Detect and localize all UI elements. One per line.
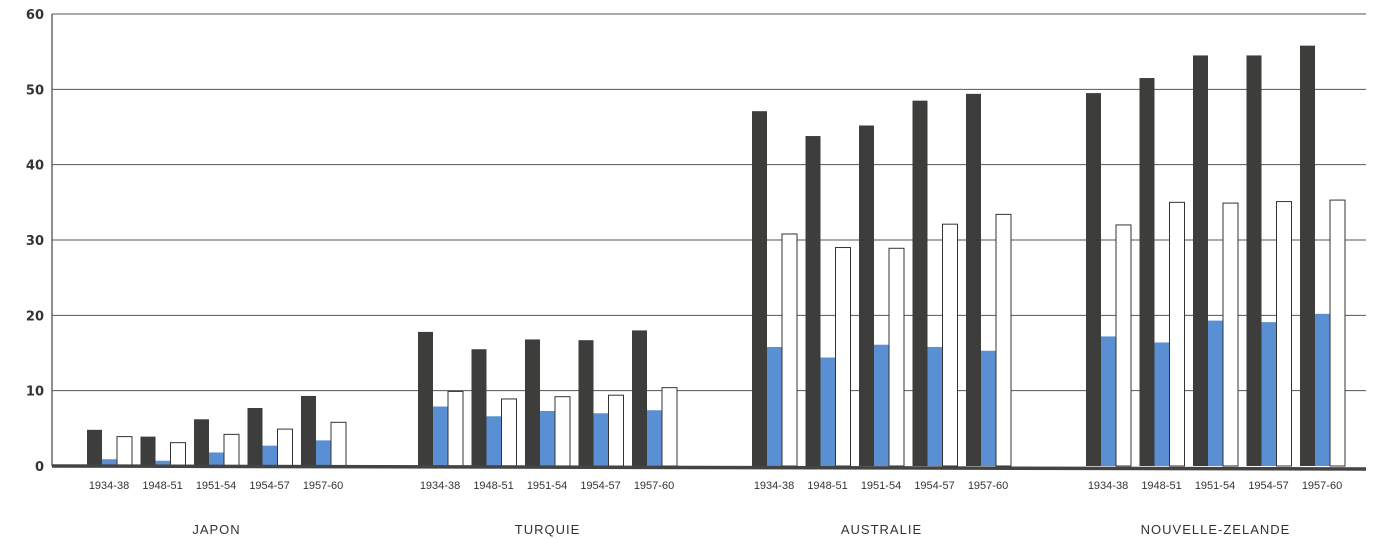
bar-australie-1948-51-series1 (805, 136, 821, 467)
bar-japon-1954-57-series3 (277, 428, 293, 467)
bar-turquie-1957-60-series2 (647, 410, 662, 466)
baseline (51, 464, 1367, 471)
bar-australie-1948-51-series2 (820, 357, 836, 466)
bars (87, 45, 1346, 467)
bar-japon-1957-60-series3 (330, 421, 347, 467)
bar-japon-1951-54-series1 (194, 419, 209, 466)
y-tick-label: 60 (26, 8, 44, 23)
bar-nouvelle-zelande-1951-54-series1 (1193, 55, 1208, 466)
bar-turquie-1934-38-series2 (433, 406, 448, 466)
bar-japon-1951-54-series2 (209, 452, 224, 466)
country-label-japon: JAPON (192, 522, 240, 537)
bar-turquie-1948-51-series2 (486, 416, 502, 466)
period-label: 1954-57 (914, 480, 954, 492)
bar-nouvelle-zelande-1948-51-series2 (1154, 342, 1170, 466)
bar-australie-1951-54-series1 (859, 125, 874, 466)
bar-japon-1951-54-series3 (223, 433, 240, 467)
bar-nouvelle-zelande-1948-51-series1 (1139, 78, 1155, 467)
bar-nouvelle-zelande-1954-57-series1 (1246, 55, 1262, 466)
bar-japon-1934-38-series3 (116, 436, 133, 467)
bar-nouvelle-zelande-1957-60-series3 (1329, 199, 1346, 467)
bar-australie-1954-57-series2 (927, 346, 943, 466)
bar-australie-1954-57-series3 (942, 223, 958, 467)
grid-lines (51, 13, 1366, 466)
bar-turquie-1934-38-series3 (447, 390, 464, 467)
bar-australie-1934-38-series1 (752, 111, 767, 467)
period-label: 1957-60 (1302, 480, 1342, 492)
bar-japon-1957-60-series1 (301, 395, 316, 466)
bar-turquie-1954-57-series1 (578, 340, 594, 466)
bar-nouvelle-zelande-1934-38-series3 (1115, 224, 1132, 467)
period-label: 1951-54 (196, 480, 236, 492)
x-axis-baseline (51, 464, 1367, 471)
period-label: 1951-54 (527, 480, 567, 492)
bar-nouvelle-zelande-1954-57-series2 (1261, 322, 1277, 466)
bar-nouvelle-zelande-1934-38-series2 (1101, 336, 1116, 466)
y-tick-label: 30 (26, 234, 44, 249)
period-label: 1954-57 (249, 480, 289, 492)
period-label: 1948-51 (473, 480, 513, 492)
bar-turquie-1948-51-series3 (501, 398, 517, 467)
bar-nouvelle-zelande-1951-54-series2 (1208, 320, 1223, 466)
bar-turquie-1951-54-series2 (540, 411, 555, 466)
y-axis-ticks: 0 10 20 30 40 50 60 (26, 8, 44, 475)
bar-japon-1948-51-series2 (155, 460, 171, 466)
bar-nouvelle-zelande-1948-51-series3 (1169, 201, 1185, 467)
bar-turquie-1957-60-series1 (632, 330, 647, 466)
bar-australie-1957-60-series1 (966, 93, 981, 466)
y-tick-label: 20 (26, 309, 44, 324)
bar-australie-1934-38-series2 (767, 346, 782, 466)
period-label: 1934-38 (420, 480, 460, 492)
bar-australie-1954-57-series1 (912, 100, 928, 466)
period-label: 1957-60 (968, 480, 1008, 492)
bar-australie-1957-60-series2 (981, 350, 996, 466)
y-tick-label: 10 (26, 385, 44, 400)
bar-australie-1951-54-series3 (888, 247, 905, 467)
y-tick-label: 50 (26, 83, 44, 98)
period-label: 1954-57 (580, 480, 620, 492)
bar-nouvelle-zelande-1957-60-series1 (1300, 45, 1315, 466)
period-label: 1948-51 (807, 480, 847, 492)
bar-nouvelle-zelande-1934-38-series1 (1086, 93, 1101, 466)
bar-australie-1957-60-series3 (995, 213, 1012, 467)
bar-japon-1957-60-series2 (316, 440, 331, 466)
country-labels: JAPON TURQUIE AUSTRALIE NOUVELLE-ZELANDE (192, 522, 1291, 537)
period-labels: 1934-38 1948-51 1951-54 1954-57 1957-60 1934-… (89, 480, 1342, 492)
country-label-nouvelle-zelande: NOUVELLE-ZELANDE (1141, 522, 1291, 537)
y-tick-label: 0 (35, 460, 44, 475)
country-label-australie: AUSTRALIE (841, 522, 922, 537)
bar-nouvelle-zelande-1951-54-series3 (1222, 202, 1239, 467)
period-label: 1934-38 (754, 480, 794, 492)
period-label: 1951-54 (861, 480, 901, 492)
bar-turquie-1954-57-series3 (608, 394, 624, 467)
country-label-turquie: TURQUIE (515, 522, 581, 537)
bar-japon-1948-51-series1 (140, 436, 156, 466)
bar-turquie-1948-51-series1 (471, 349, 487, 466)
bar-japon-1934-38-series2 (102, 459, 117, 466)
bar-turquie-1957-60-series3 (661, 387, 678, 467)
bar-australie-1951-54-series2 (874, 344, 889, 466)
bar-turquie-1951-54-series1 (525, 339, 540, 466)
period-label: 1948-51 (142, 480, 182, 492)
bar-turquie-1951-54-series3 (554, 396, 571, 467)
y-tick-label: 40 (26, 159, 44, 174)
bar-japon-1954-57-series2 (262, 445, 278, 466)
bar-japon-1954-57-series1 (247, 407, 263, 466)
bar-australie-1934-38-series3 (781, 233, 798, 467)
period-label: 1934-38 (89, 480, 129, 492)
period-label: 1951-54 (1195, 480, 1235, 492)
bar-australie-1948-51-series3 (835, 247, 851, 467)
period-label: 1957-60 (634, 480, 674, 492)
period-label: 1954-57 (1248, 480, 1288, 492)
bar-turquie-1934-38-series1 (418, 331, 433, 466)
bar-turquie-1954-57-series2 (593, 413, 609, 466)
period-label: 1948-51 (1141, 480, 1181, 492)
bar-nouvelle-zelande-1957-60-series2 (1315, 313, 1330, 466)
bar-nouvelle-zelande-1954-57-series3 (1276, 201, 1292, 467)
period-label: 1957-60 (303, 480, 343, 492)
bar-japon-1948-51-series3 (170, 442, 186, 467)
period-label: 1934-38 (1088, 480, 1128, 492)
bar-japon-1934-38-series1 (87, 429, 102, 466)
